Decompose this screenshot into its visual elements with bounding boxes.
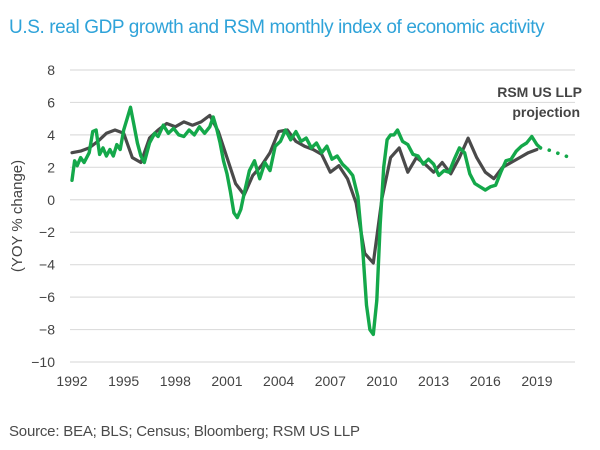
projection-annotation-line2: projection — [512, 104, 580, 120]
projection-annotation-line1: RSM US LLP — [497, 84, 582, 100]
x-tick-label: 2010 — [366, 373, 397, 389]
x-tick-label: 2019 — [521, 373, 552, 389]
x-tick-labels: 1992 1995 1998 2001 2004 2007 2010 2013 2016 2019 — [56, 373, 552, 389]
series-lines — [70, 105, 577, 337]
y-tick-label: −4 — [39, 257, 55, 273]
rsm-index-line — [70, 105, 543, 337]
y-tick-label: −2 — [39, 224, 55, 240]
x-tick-label: 2013 — [418, 373, 449, 389]
rsm-projection-line — [538, 146, 577, 161]
x-tick-label: 2016 — [470, 373, 501, 389]
source-note: Source: BEA; BLS; Census; Bloomberg; RSM… — [9, 423, 360, 440]
chart-title: U.S. real GDP growth and RSM monthly ind… — [9, 17, 545, 38]
y-tick-labels: 8 6 4 2 0 −2 −4 −6 −8 −10 — [31, 62, 55, 370]
y-tick-label: 0 — [47, 192, 55, 208]
y-tick-label: −6 — [39, 289, 55, 305]
y-tick-label: −10 — [31, 354, 55, 370]
gdp-growth-line — [70, 113, 539, 265]
y-tick-label: 6 — [47, 94, 55, 110]
gridlines — [70, 69, 575, 363]
y-tick-label: 2 — [47, 159, 55, 175]
x-tick-label: 2004 — [263, 373, 294, 389]
x-tick-label: 1995 — [108, 373, 139, 389]
x-tick-label: 2007 — [315, 373, 346, 389]
y-tick-label: 8 — [47, 62, 55, 78]
y-tick-label: 4 — [47, 127, 55, 143]
x-tick-label: 1998 — [160, 373, 191, 389]
x-tick-label: 1992 — [56, 373, 87, 389]
y-axis-label: (YOY % change) — [9, 160, 26, 272]
y-tick-label: −8 — [39, 322, 55, 338]
x-tick-label: 2001 — [211, 373, 242, 389]
